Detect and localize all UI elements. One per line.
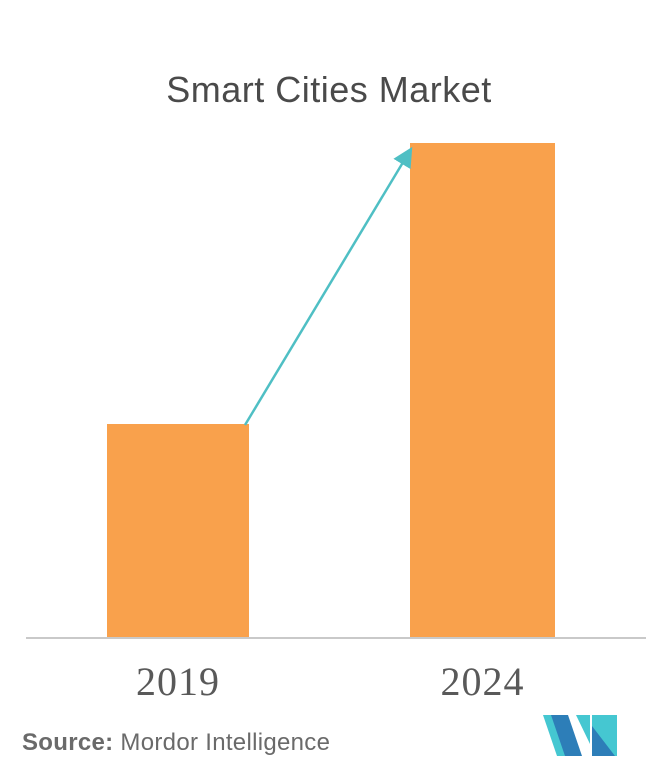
x-axis-line [26,637,646,639]
source-note: Source: Mordor Intelligence [22,729,330,757]
source-label: Source: [22,729,114,756]
x-tick-2019: 2019 [136,659,220,704]
bar-2019 [107,424,249,637]
mordor-intelligence-logo [543,715,617,756]
logo-right-blue-triangle [592,726,615,756]
chart-title: Smart Cities Market [166,69,492,110]
x-tick-2024: 2024 [440,659,525,704]
logo-middle-teal-wedge [576,715,590,744]
source-text: Mordor Intelligence [113,729,331,756]
bar-2024 [410,143,555,637]
logo-left-blue-band [551,715,582,756]
logo-left-teal-band [543,715,566,756]
